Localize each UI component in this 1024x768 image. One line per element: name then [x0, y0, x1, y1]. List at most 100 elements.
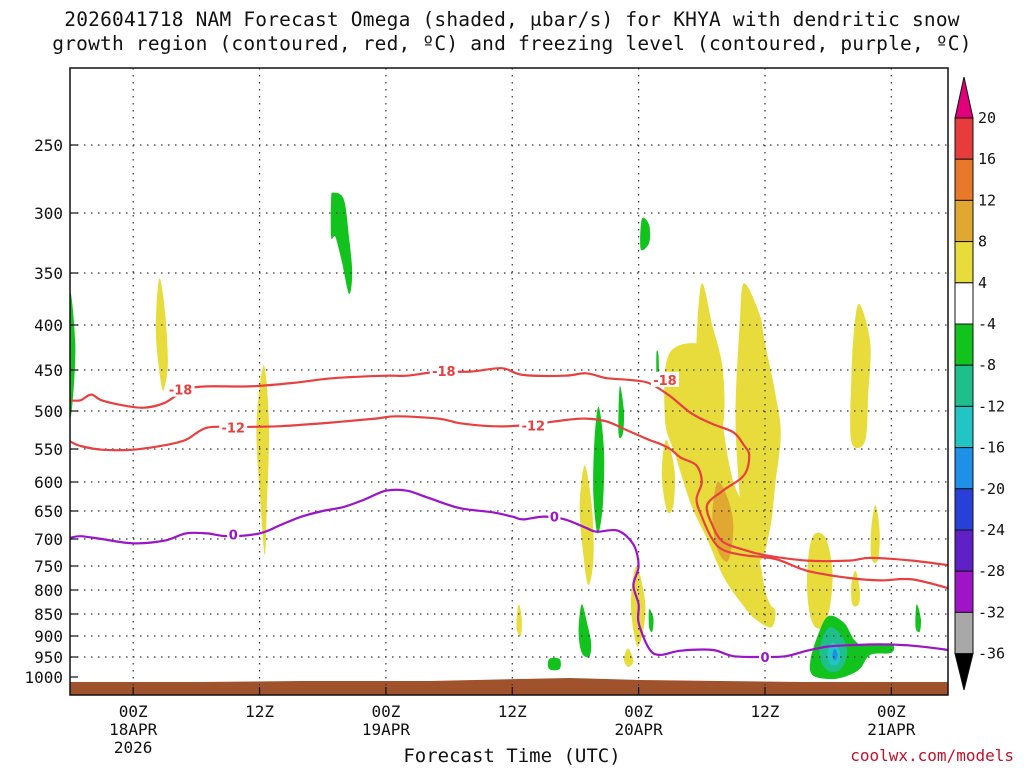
contour-label: 0 — [550, 511, 559, 526]
upward-omega-4to8-m — [516, 604, 522, 637]
colorbar-segment — [954, 364, 974, 407]
upward-omega-4to8-d — [735, 283, 781, 561]
colorbar-segment — [954, 323, 974, 366]
upward-omega-4to8-n — [623, 648, 634, 668]
contour-label-bg — [519, 417, 548, 433]
downward-omega-a — [70, 291, 76, 418]
contour-label-bg — [548, 508, 561, 524]
colorbar-segment — [954, 282, 974, 325]
colorbar-label: -20 — [978, 480, 1005, 498]
downward-omega-j — [547, 657, 561, 671]
x-tick-sublabel: 18APR — [109, 720, 158, 739]
x-tick-sublabel: 2026 — [114, 738, 153, 757]
colorbar-label: -32 — [978, 603, 1005, 621]
colorbar-label: 12 — [978, 191, 996, 209]
upward-omega-4to8-b — [256, 365, 270, 556]
colorbar-label: -4 — [978, 315, 996, 333]
upward-omega-4to8-g — [806, 532, 833, 629]
chart-title-line2: growth region (contoured, red, ºC) and f… — [52, 32, 972, 55]
upward-omega-4to8-e — [695, 283, 725, 456]
contour-labels: -18 -18 -18 -12 -12 0 0 0 — [166, 362, 771, 666]
upward-omega-4to8-j — [579, 465, 594, 586]
upward-omega-4to8-f — [850, 303, 871, 449]
contour-label: 0 — [760, 651, 769, 666]
x-tick-label: 00Z — [119, 702, 148, 721]
contour-label-bg — [429, 362, 458, 378]
contour-label-bg — [758, 649, 771, 664]
contour-label: -18 — [653, 374, 677, 389]
y-tick-label: 800 — [34, 581, 63, 600]
downward-omega-b — [330, 192, 353, 295]
colorbar-segment — [954, 241, 974, 284]
upward-omega-4to8-i — [870, 505, 880, 564]
colorbar-segment — [954, 405, 974, 449]
colorbar-label: -16 — [978, 439, 1005, 457]
y-tick-label: 400 — [34, 316, 63, 335]
contour-label: -12 — [221, 422, 245, 437]
x-tick-label: 00Z — [877, 702, 906, 721]
y-tick-label: 300 — [34, 204, 63, 223]
downward-omega-e — [618, 385, 625, 439]
y-axis: 250 300 350 400 450 500 550 600 650 700 750 800 850 9… — [24, 136, 78, 687]
colorbar-segment — [954, 611, 974, 655]
downward-omega-c — [640, 217, 651, 251]
downward-omega-i — [915, 604, 922, 633]
contour-label: -18 — [169, 384, 193, 399]
y-tick-label: 350 — [34, 264, 63, 283]
y-tick-label: 600 — [34, 473, 63, 492]
y-tick-label: 750 — [34, 557, 63, 576]
colorbar-segment — [954, 447, 974, 490]
colorbar-segment — [954, 199, 974, 243]
colorbar-label: -28 — [978, 562, 1005, 580]
x-tick-label: 12Z — [498, 702, 527, 721]
contour-label-bg — [650, 371, 679, 387]
contour-label: 0 — [229, 529, 238, 544]
terrain-layer — [70, 678, 948, 695]
x-tick-label: 12Z — [245, 702, 274, 721]
contour-dgz-lower — [70, 415, 948, 590]
contour-label-bg — [166, 381, 195, 397]
contour-label: -18 — [432, 365, 456, 380]
y-tick-label: 850 — [34, 605, 63, 624]
colorbar-label: -36 — [978, 645, 1005, 663]
colorbar-label: 20 — [978, 109, 996, 127]
colorbar-bottom-arrow — [954, 653, 974, 691]
contour-label-bg — [219, 419, 248, 435]
y-tick-label: 700 — [34, 530, 63, 549]
x-tick-label: 12Z — [751, 702, 780, 721]
colorbar-segment — [954, 570, 974, 613]
y-tick-label: 650 — [34, 502, 63, 521]
contour-label-bg — [227, 526, 240, 542]
x-tick-label: 00Z — [371, 702, 400, 721]
y-tick-label: 1000 — [24, 668, 63, 687]
plot-frame — [69, 67, 949, 696]
x-tick-sublabel: 19APR — [362, 720, 411, 739]
colorbar-segment — [954, 529, 974, 572]
x-tick-sublabel: 20APR — [615, 720, 664, 739]
y-tick-label: 250 — [34, 136, 63, 155]
chart-title-line1: 2026041718 NAM Forecast Omega (shaded, μ… — [64, 8, 960, 31]
colorbar-label: -8 — [978, 356, 996, 374]
colorbar-label: -24 — [978, 521, 1005, 539]
contour-label: -12 — [522, 419, 546, 434]
upward-omega-8to12-a — [712, 481, 734, 562]
colorbar-segment — [954, 158, 974, 201]
colorbar-label: 8 — [978, 233, 987, 251]
downward-omega-d — [593, 406, 605, 534]
x-tick-sublabel: 21APR — [867, 720, 916, 739]
colorbar-label: 4 — [978, 274, 987, 292]
plot-background — [70, 68, 948, 695]
downward-omega-g — [578, 604, 592, 658]
upward-omega-4to8-k — [661, 439, 675, 514]
downward-omega-h — [648, 608, 654, 633]
y-tick-label: 950 — [34, 648, 63, 667]
x-axis-title: Forecast Time (UTC) — [403, 745, 621, 767]
colorbar-label: -12 — [978, 397, 1005, 415]
colorbar-label: 16 — [978, 150, 996, 168]
y-tick-label: 450 — [34, 361, 63, 380]
colorbar: 20 16 12 8 4 -4 -8 -12 -16 -20 -24 -28 -32 -36 — [954, 76, 1005, 691]
upward-omega-4to8-a — [155, 278, 168, 391]
x-tick-label: 00Z — [624, 702, 653, 721]
